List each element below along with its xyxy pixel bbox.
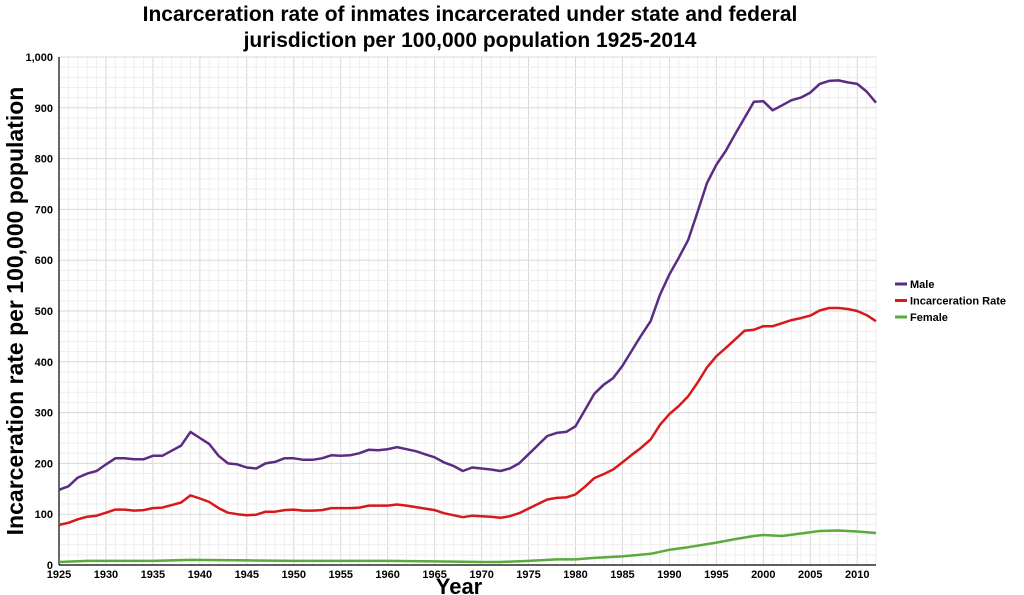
x-tick-label: 1950 [282,569,306,581]
x-tick-label: 1995 [704,569,728,581]
y-tick-label: 100 [35,509,53,521]
x-tick-label: 1930 [94,569,118,581]
x-tick-label: 2005 [798,569,822,581]
grid [58,56,877,566]
x-tick-label: 2000 [751,569,775,581]
y-tick-label: 800 [35,154,53,166]
y-tick-label: 0 [47,560,53,572]
x-tick-label: 1990 [657,569,681,581]
x-tick-label: 1940 [188,569,212,581]
x-tick-label: 1980 [563,569,587,581]
y-tick-labels: 0 100 200 300 400 500 600 700 800 900 1,000 [25,52,53,572]
x-tick-label: 1935 [141,569,165,581]
x-tick-label: 1960 [375,569,399,581]
y-tick-label: 700 [35,204,53,216]
legend-label-incarceration-rate: Incarceration Rate [910,296,1006,308]
chart-title-line-1: Incarceration rate of inmates incarcerat… [143,3,798,26]
series-line-incarceration-rate [58,306,877,527]
x-tick-label: 2010 [845,569,869,581]
series-lines [58,79,877,564]
x-tick-label: 1970 [469,569,493,581]
y-tick-label: 200 [35,458,53,470]
y-tick-label: 1,000 [25,52,53,64]
x-axis-label: Year [436,574,483,595]
x-tick-label: 1975 [516,569,540,581]
series-line-male [58,79,877,491]
series-line-female [58,529,877,564]
y-tick-label: 300 [35,408,53,420]
legend: Male Incarceration Rate Female [895,279,1006,324]
y-tick-label: 600 [35,255,53,267]
chart-title-line-2: jurisdiction per 100,000 population 1925… [243,29,697,52]
legend-label-female: Female [910,312,948,324]
x-tick-label: 1945 [235,569,259,581]
x-tick-labels: 1925 1930 1935 1940 1945 1950 1955 1960 1965 1970… [47,569,870,581]
y-tick-label: 400 [35,357,53,369]
y-tick-label: 900 [35,103,53,115]
y-tick-label: 500 [35,306,53,318]
x-tick-label: 1965 [422,569,446,581]
x-tick-label: 1925 [47,569,71,581]
x-tick-label: 1955 [328,569,352,581]
y-axis-label: Incarceration rate per 100,000 populatio… [2,87,28,536]
legend-label-male: Male [910,279,934,291]
axes [58,57,876,566]
x-tick-label: 1985 [610,569,634,581]
